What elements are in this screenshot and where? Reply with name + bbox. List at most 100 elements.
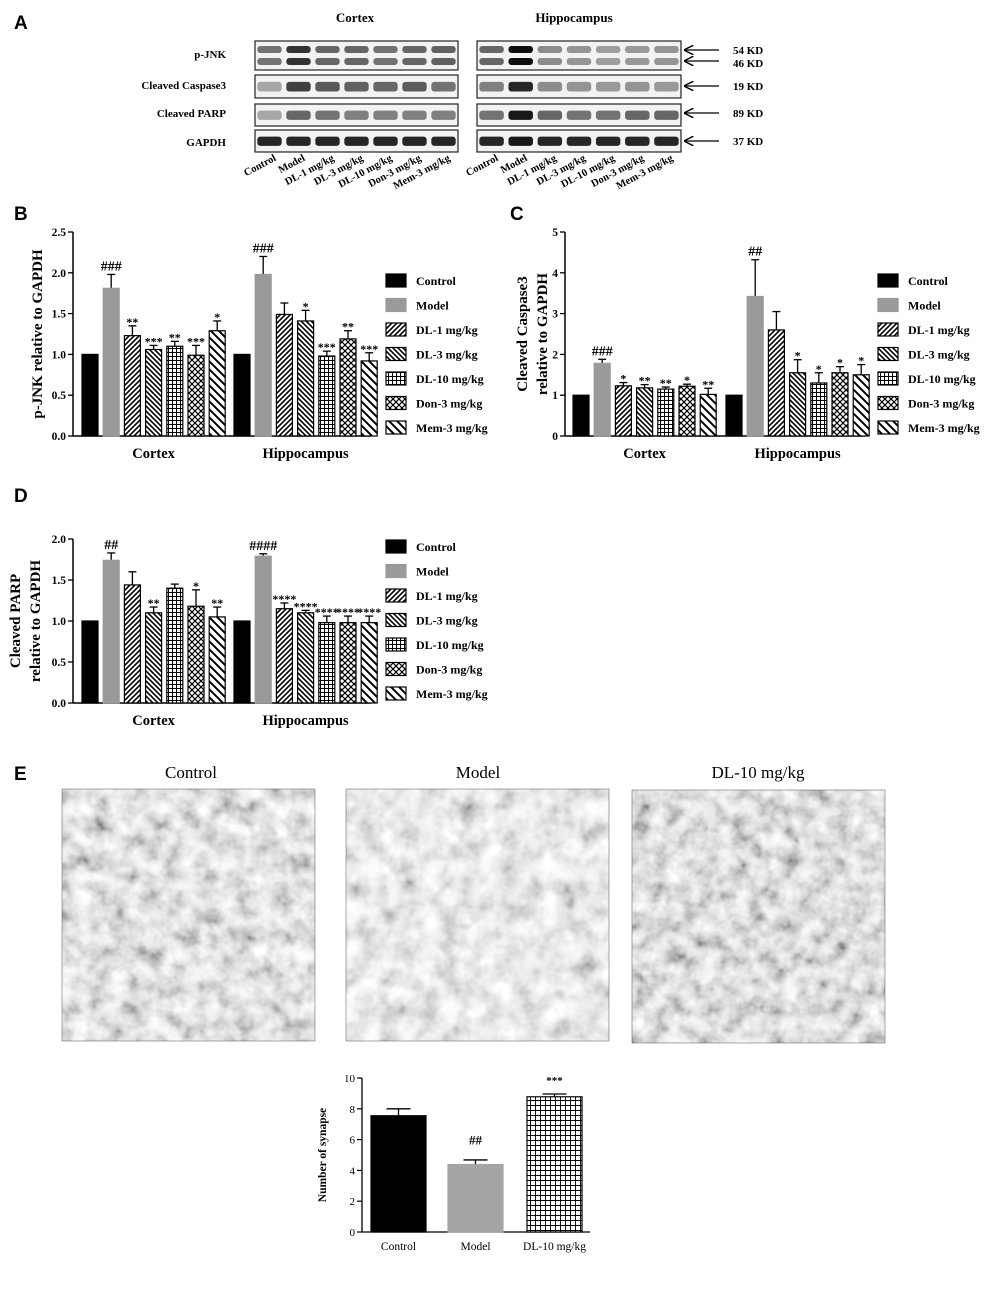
blot-strip-pjnk [476,40,682,71]
blot-band [315,136,340,146]
bar [447,1163,504,1233]
blot-band [625,46,650,53]
blot-band [344,46,369,53]
blot-band [537,81,563,92]
y-tick-label: 8 [350,1104,356,1116]
legend-d: Control Model DL-1 mg/kg DL-3 mg/kg DL-10 mg… [385,539,488,701]
y-tick-label: 0.5 [52,657,67,669]
blot-band [625,110,650,120]
blot-band [344,58,369,65]
significance-label: ** [126,315,138,329]
legend-swatch [877,395,899,411]
bar [725,394,743,437]
y-tick-label: 2.0 [52,268,67,280]
blot-band [431,46,456,53]
bar [145,348,163,437]
legend-label: Don-3 mg/kg [416,397,482,411]
bar [187,605,205,704]
blot-band [479,136,504,146]
significance-label: ** [639,374,651,388]
blot-band [431,58,456,65]
chart-d: 0.0 0.5 1.0 1.5 2.0 Cleaved PARP relative to G… [8,534,381,729]
band-size-label: 46 KD [733,58,763,70]
y-tick-label: 4 [350,1165,356,1177]
blot-band [595,81,621,92]
significance-label: *** [145,334,163,348]
bar [678,385,696,437]
blot-band [654,110,679,120]
legend-swatch [385,346,407,362]
y-axis-label: p-JNK relative to GAPDH [30,249,46,419]
bar [233,620,251,704]
legend-label: Mem-3 mg/kg [416,687,488,701]
significance-label: ** [148,596,160,610]
blot-band [257,110,282,120]
blot-band [431,110,456,120]
legend-label: Model [908,299,941,313]
blot-row-label: p-JNK [194,49,226,61]
legend-c: Control Model DL-1 mg/kg DL-3 mg/kg DL-10 mg… [877,273,980,435]
x-category-label: Control [381,1241,416,1253]
band-size-label: 54 KD [733,45,763,57]
bar [297,320,315,437]
blot-band [402,110,427,120]
em-image-dl10 [631,789,886,1044]
bar [297,612,315,704]
x-category-label: Hippocampus [262,446,349,462]
panel-c: C 0 1 2 3 4 5 Cleaved Caspase3 relative to GAPD… [510,204,980,462]
y-tick-label: 0.0 [52,431,67,443]
bar [275,313,293,437]
y-tick-label: 2 [350,1196,356,1208]
blot-band [315,46,340,53]
legend-swatch [877,346,899,362]
blot-band [566,46,592,53]
chart-b: 0.0 0.5 1.0 1.5 2.0 2.5 p-JNK relative to GAPD… [30,227,378,462]
blot-band [508,136,533,146]
bar [318,622,336,704]
blot-band [508,110,533,120]
blot-band [373,81,398,92]
significance-label: * [816,362,822,376]
blot-band [566,58,592,65]
panel-letter-e: E [14,764,27,785]
legend-swatch [877,322,899,337]
blot-band [402,81,427,92]
legend-swatch [877,371,899,386]
significance-label: * [193,579,199,593]
significance-label: ## [469,1133,483,1148]
legend-label: Control [416,274,456,288]
x-category-label: Hippocampus [262,713,349,729]
bar [123,584,142,704]
bar [81,620,99,704]
blot-row-label: Cleaved Caspase3 [141,80,226,92]
y-tick-label: 1.0 [52,349,67,361]
blot-band [402,136,427,146]
panel-letter-b: B [14,204,28,225]
blot-strip-pjnk [254,40,459,71]
legend-swatch [385,588,407,603]
bar [852,374,870,437]
chart-c: 0 1 2 3 4 5 Cleaved Caspase3 relative to GAPDH #… [515,227,870,462]
blot-region-cortex: Cortex [336,10,375,25]
bar [166,345,184,437]
blot-strips [254,40,682,153]
blot-band [257,58,282,65]
legend-label: Control [416,540,456,554]
em-title-dl10: DL-10 mg/kg [711,763,805,782]
bar [166,587,184,704]
y-tick-label: 1.5 [52,575,67,587]
legend-swatch [385,322,407,337]
significance-label: ## [748,245,762,260]
blot-band [595,136,621,146]
significance-label: **** [315,605,339,619]
bar [145,612,163,704]
blot-region-hippocampus: Hippocampus [535,10,612,25]
blot-band [315,58,340,65]
significance-label: ### [592,344,613,359]
bar [254,273,272,437]
chart-e: 0 2 4 6 8 10 Number of synapse Control Model ## DL… [317,1073,590,1253]
significance-label: ### [253,241,274,256]
blot-band [286,81,311,92]
panel-letter-c: C [510,204,524,225]
